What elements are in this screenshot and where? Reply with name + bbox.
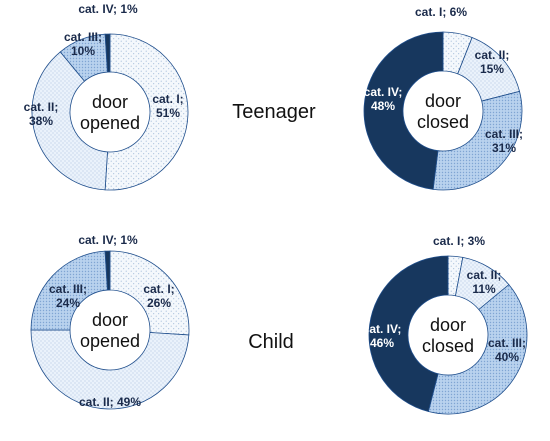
- slice-label-cat-iii: cat. III; 40%: [488, 336, 526, 364]
- group-label-teenager: Teenager: [232, 101, 316, 123]
- slice-label-cat-ii: cat. II; 49%: [79, 395, 141, 409]
- slice-label-cat-i: cat. I; 51%: [152, 92, 183, 120]
- slice-cat-ii: [31, 51, 108, 191]
- slice-label-cat-ii: cat. II; 11%: [467, 268, 502, 296]
- slice-label-cat-iii: cat. III; 24%: [49, 282, 87, 310]
- slice-label-cat-iv: cat. IV; 1%: [78, 2, 138, 16]
- slice-label-cat-iv: cat. IV; 48%: [364, 85, 403, 113]
- slice-cat-iii: [30, 250, 108, 331]
- slice-label-cat-ii: cat. II; 15%: [475, 48, 510, 76]
- donut-chart-teenager-door-closed: cat. I; 6% cat. II; 15% cat. III; 31% cat. IV…: [363, 5, 523, 191]
- slice-cat-iv: [363, 31, 444, 190]
- slice-cat-iv: [104, 250, 111, 291]
- slice-label-cat-iv: cat. IV; 46%: [363, 322, 402, 350]
- center-label: door opened: [80, 92, 140, 133]
- center-label: door closed: [422, 315, 474, 356]
- slice-label-cat-iv: cat. IV; 1%: [78, 233, 138, 247]
- slice-cat-iv: [368, 255, 449, 413]
- center-label: door closed: [417, 91, 469, 132]
- slice-cat-ii: [30, 329, 190, 410]
- slice-label-cat-i: cat. I; 6%: [415, 5, 467, 19]
- slice-label-cat-i: cat. I; 26%: [143, 282, 174, 310]
- slice-cat-iv: [104, 33, 111, 73]
- donut-chart-child-door-closed: cat. I; 3% cat. II; 11% cat. III; 40% cat. IV…: [363, 234, 528, 415]
- slice-cat-iii: [427, 284, 528, 415]
- slice-label-cat-iii: cat. III; 10%: [64, 30, 102, 58]
- group-label-child: Child: [248, 331, 294, 353]
- donut-chart-child-door-opened: cat. I; 26% cat. II; 49% cat. III; 24% cat. I…: [30, 233, 190, 410]
- slice-label-cat-i: cat. I; 3%: [433, 234, 485, 248]
- slice-label-cat-ii: cat. II; 38%: [24, 100, 59, 128]
- donut-chart-teenager-door-opened: cat. I; 51% cat. II; 38% cat. III; 10% cat. IV…: [24, 2, 189, 191]
- slice-label-cat-iii: cat. III; 31%: [485, 127, 523, 155]
- slice-cat-i: [109, 250, 190, 336]
- center-label: door opened: [80, 310, 140, 351]
- slice-cat-i: [104, 33, 189, 191]
- slice-cat-iii: [432, 90, 523, 191]
